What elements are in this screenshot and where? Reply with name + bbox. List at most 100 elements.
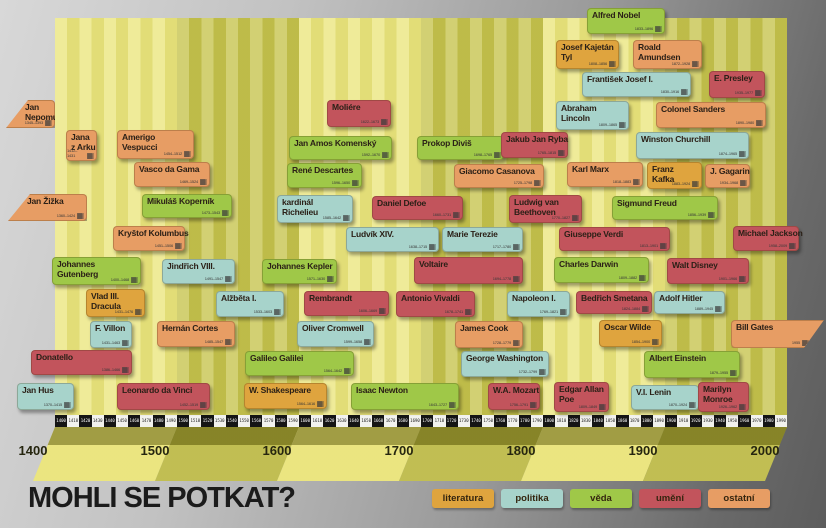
- person-name: Colonel Sanders: [661, 104, 726, 114]
- person-years: 1360–1424: [56, 213, 75, 218]
- person-name: Oliver Cromwell: [302, 323, 364, 333]
- qr-code-icon: ▦: [641, 304, 649, 313]
- person-label: Michael Jackson 1958–2009 ▦: [733, 226, 803, 251]
- person-years: 1622–1673: [360, 119, 379, 124]
- person-name: Isaac Newton: [356, 385, 408, 395]
- person-name: Prokop Diviš: [422, 138, 472, 148]
- qr-code-icon: ▦: [342, 213, 350, 222]
- person-years: 1592–1670: [361, 152, 380, 157]
- person-years: 1926–1962: [718, 404, 737, 409]
- ruler-tick: 1520: [201, 415, 214, 427]
- floor-century-slab: [643, 427, 787, 481]
- person-label: René Descartes 1596–1650 ▦: [287, 163, 362, 188]
- person-label: Voltaire 1694–1778 ▦: [414, 257, 523, 284]
- category-legend: literatura politika věda umění ostatní: [432, 489, 770, 508]
- qr-code-icon: ▦: [729, 368, 737, 377]
- person-years: 1370–1415: [43, 402, 62, 407]
- ruler-tick: 1950: [726, 415, 739, 427]
- ruler-tick: 1640: [347, 415, 361, 427]
- ruler-tick: 1620: [323, 415, 336, 427]
- person-years: 1400–1468: [110, 277, 129, 282]
- qr-code-icon: ▦: [654, 24, 662, 33]
- ruler-tick: 1500: [177, 415, 190, 427]
- person-label: Vlad III. Dracula 1431–1476 ▦: [86, 289, 145, 317]
- person-label: Alžběta I. 1533–1603 ▦: [216, 291, 284, 317]
- person-years: 1870–1924: [668, 402, 687, 407]
- person-label: Roald Amundsen 1872–1928 ▦: [633, 40, 702, 69]
- person-name: Karl Marx: [572, 164, 609, 174]
- person-name: Jan Amos Komenský: [294, 138, 377, 148]
- person-label: František Josef I. 1830–1916 ▦: [582, 72, 691, 97]
- person-years: 1935–1977: [734, 90, 753, 95]
- floor-century-slab: [521, 427, 665, 481]
- qr-code-icon: ▦: [680, 87, 688, 96]
- ruler-tick: 1990: [774, 415, 788, 427]
- qr-code-icon: ▦: [363, 337, 371, 346]
- person-name: Alžběta I.: [221, 293, 257, 303]
- person-name: Napoleon I.: [512, 293, 556, 303]
- ruler-tick: 1730: [457, 415, 470, 427]
- person-name: Vlad III. Dracula: [91, 291, 121, 311]
- person-label: Bill Gates 1955 ▦: [731, 320, 824, 348]
- qr-code-icon: ▦: [571, 213, 579, 222]
- axis-century-label: 1700: [384, 443, 414, 458]
- qr-code-icon: ▦: [638, 273, 646, 282]
- qr-code-icon: ▦: [316, 399, 324, 408]
- axis-century-label: 1500: [140, 443, 170, 458]
- person-years: 1901–1966: [718, 276, 737, 281]
- qr-code-icon: ▦: [754, 88, 762, 97]
- person-name: V.I. Lenin: [636, 387, 672, 397]
- person-label: Edgar Allan Poe 1809–1849 ▦: [554, 382, 609, 412]
- person-name: Johannes Gutenberg: [57, 259, 99, 279]
- person-label: Jakub Jan Ryba 1765–1815 ▦: [501, 132, 568, 158]
- person-years: 1564–1616: [296, 401, 315, 406]
- qr-code-icon: ▦: [351, 178, 359, 187]
- person-label: Johannes Gutenberg 1400–1468 ▦: [52, 257, 141, 285]
- person-label: Bedřich Smetana 1824–1884 ▦: [576, 291, 652, 314]
- person-name: Jan Žižka: [27, 196, 64, 206]
- person-years: 1824–1884: [621, 306, 640, 311]
- ruler-tick: 1740: [469, 415, 483, 427]
- person-label: Oliver Cromwell 1599–1658 ▦: [297, 321, 374, 347]
- person-label: Jan Žižka 1360–1424 ▦: [8, 194, 87, 221]
- person-label: Josef Kajetán Tyl 1808–1856 ▦: [556, 40, 619, 69]
- qr-code-icon: ▦: [529, 400, 537, 409]
- qr-code-icon: ▦: [199, 400, 207, 409]
- person-name: Oscar Wilde: [604, 322, 651, 332]
- person-label: Jan Hus 1370–1415 ▦: [17, 383, 74, 410]
- qr-code-icon: ▦: [63, 400, 71, 409]
- qr-code-icon: ▦: [86, 151, 94, 160]
- qr-code-icon: ▦: [739, 178, 747, 187]
- floor-century-slab: [399, 427, 543, 481]
- ruler-tick: 1820: [567, 415, 580, 427]
- ruler-tick: 1690: [408, 415, 422, 427]
- person-label: W. Shakespeare 1564–1616 ▦: [244, 383, 327, 409]
- person-name: Kryštof Kolumbus: [118, 228, 189, 238]
- person-name: Amerigo Vespucci: [122, 132, 158, 152]
- person-label: Marilyn Monroe 1926–1962 ▦: [698, 382, 749, 412]
- person-name: Giuseppe Verdi: [564, 229, 624, 239]
- ruler-tick: 1560: [250, 415, 263, 427]
- person-label: Isaac Newton 1643–1727 ▦: [351, 383, 459, 410]
- legend-chip-umeni: umění: [639, 489, 701, 508]
- qr-code-icon: ▦: [598, 402, 606, 411]
- ruler-tick: 1510: [189, 415, 202, 427]
- ruler-tick: 1410: [67, 415, 80, 427]
- ruler-tick: 1930: [701, 415, 714, 427]
- person-years: 1533–1603: [253, 309, 272, 314]
- ruler-tick: 1660: [372, 415, 385, 427]
- person-name: Marie Terezie: [447, 229, 498, 239]
- legend-chip-veda: věda: [570, 489, 632, 508]
- person-label: Adolf Hitler 1889–1945 ▦: [654, 291, 725, 314]
- person-name: František Josef I.: [587, 74, 653, 84]
- person-years: 1469–1524: [179, 179, 198, 184]
- qr-code-icon: ▦: [121, 338, 129, 347]
- qr-code-icon: ▦: [199, 177, 207, 186]
- person-name: James Cook: [460, 323, 509, 333]
- qr-code-icon: ▦: [714, 304, 722, 313]
- qr-code-icon: ▦: [76, 211, 84, 220]
- person-label: Walt Disney 1901–1966 ▦: [667, 258, 749, 284]
- qr-code-icon: ▦: [755, 118, 763, 127]
- ruler-tick: 1860: [616, 415, 629, 427]
- legend-chip-politika: politika: [501, 489, 563, 508]
